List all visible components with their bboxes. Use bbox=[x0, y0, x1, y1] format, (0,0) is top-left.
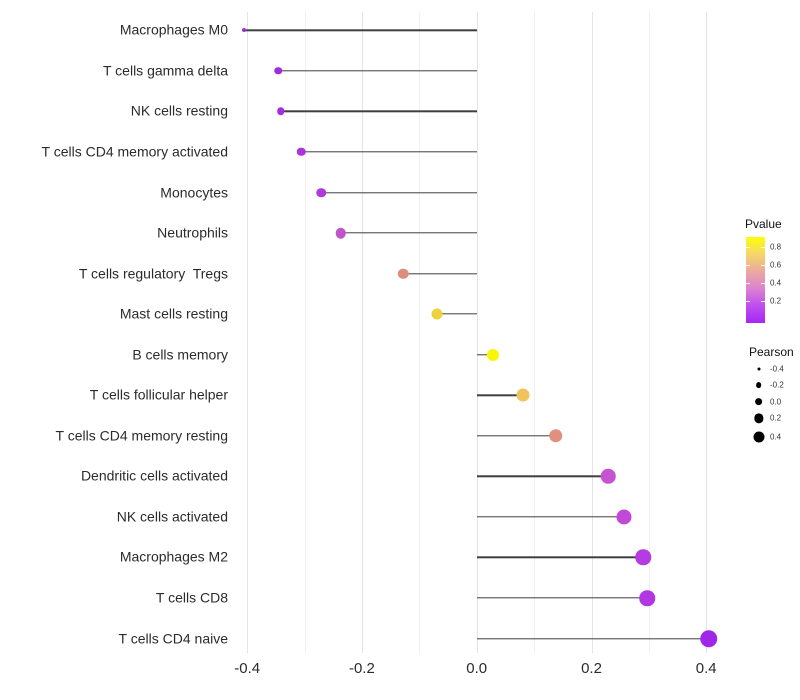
x-axis-tick-label: 0.0 bbox=[466, 660, 488, 677]
colorbar-tick-label: 0.4 bbox=[770, 278, 782, 288]
minor-gridline bbox=[419, 12, 421, 653]
major-gridline bbox=[247, 12, 249, 653]
x-axis-tick-label: 0.4 bbox=[695, 660, 717, 677]
y-axis-label: Neutrophils bbox=[157, 224, 228, 241]
pvalue-legend-title: Pvalue bbox=[745, 217, 782, 231]
size-legend-label: -0.2 bbox=[770, 380, 784, 390]
size-legend-dot bbox=[754, 397, 763, 406]
x-axis-tick-label: -0.2 bbox=[348, 660, 375, 677]
lollipop-stem bbox=[280, 110, 477, 113]
lollipop-stem bbox=[244, 29, 477, 31]
x-axis-tick-label: 0.2 bbox=[581, 660, 602, 677]
pearson-legend-title: Pearson bbox=[749, 345, 794, 359]
lollipop-dot bbox=[274, 67, 282, 75]
pvalue-colorbar bbox=[746, 237, 765, 323]
lollipop-stem bbox=[476, 556, 644, 559]
lollipop-stem bbox=[476, 435, 556, 437]
colorbar-tick bbox=[746, 265, 750, 267]
lollipop-dot bbox=[639, 590, 655, 606]
lollipop-dot bbox=[516, 388, 530, 402]
lollipop-stem bbox=[476, 475, 609, 477]
y-axis-label: NK cells activated bbox=[116, 508, 228, 525]
lollipop-dot bbox=[431, 308, 442, 320]
minor-gridline bbox=[304, 12, 306, 653]
y-axis-label: Mast cells resting bbox=[119, 305, 228, 322]
colorbar-tick bbox=[761, 265, 765, 267]
x-axis-tick-label: -0.4 bbox=[234, 660, 261, 677]
y-axis-label: T cells regulatory Tregs bbox=[78, 265, 228, 282]
y-axis-label: T cells follicular helper bbox=[89, 386, 228, 403]
colorbar-tick bbox=[761, 283, 765, 285]
lollipop-stem bbox=[476, 516, 624, 518]
lollipop-stem bbox=[476, 597, 648, 599]
lollipop-stem bbox=[476, 394, 523, 396]
lollipop-dot bbox=[635, 549, 651, 566]
y-axis-label: T cells CD8 bbox=[155, 589, 228, 606]
y-axis-label: T cells CD4 memory resting bbox=[55, 427, 228, 444]
size-legend-dot bbox=[755, 382, 762, 389]
plot-panel bbox=[233, 12, 735, 653]
lollipop-dot bbox=[699, 629, 718, 648]
size-legend-dot bbox=[757, 367, 761, 371]
y-axis-label: Monocytes bbox=[160, 184, 228, 200]
size-legend-label: 0.0 bbox=[770, 397, 782, 407]
lollipop-stem bbox=[436, 313, 477, 315]
major-gridline bbox=[706, 12, 708, 653]
lollipop-stem bbox=[476, 637, 709, 640]
size-legend-dot bbox=[753, 431, 765, 443]
lollipop-dot bbox=[398, 268, 409, 279]
colorbar-tick bbox=[746, 247, 750, 249]
lollipop-stem bbox=[476, 353, 494, 356]
lollipop-dot bbox=[616, 509, 632, 525]
colorbar-tick-label: 0.2 bbox=[770, 296, 782, 306]
colorbar-tick bbox=[761, 247, 765, 249]
lollipop-stem bbox=[321, 191, 477, 194]
size-legend-label: -0.4 bbox=[770, 364, 784, 374]
lollipop-stem bbox=[340, 232, 477, 234]
major-gridline bbox=[591, 12, 593, 653]
lollipop-stem bbox=[278, 70, 477, 72]
lollipop-stem bbox=[301, 151, 477, 153]
major-gridline bbox=[476, 12, 478, 653]
minor-gridline bbox=[534, 12, 536, 653]
lollipop-dot bbox=[600, 469, 616, 484]
colorbar-tick bbox=[746, 301, 750, 303]
y-axis-label: Macrophages M0 bbox=[119, 21, 228, 38]
colorbar-tick-label: 0.6 bbox=[770, 260, 782, 270]
lollipop-dot bbox=[242, 28, 247, 33]
y-axis-label: Dendritic cells activated bbox=[80, 467, 228, 484]
lollipop-dot bbox=[296, 147, 306, 157]
y-axis-label: T cells gamma delta bbox=[102, 62, 228, 79]
lollipop-stem bbox=[403, 272, 477, 275]
minor-gridline bbox=[648, 12, 650, 653]
major-gridline bbox=[361, 12, 363, 653]
y-axis-label: NK cells resting bbox=[130, 102, 228, 119]
lollipop-dot bbox=[316, 187, 326, 198]
y-axis-label: T cells CD4 naive bbox=[118, 630, 228, 646]
size-legend-label: 0.4 bbox=[770, 432, 782, 442]
y-axis-label: T cells CD4 memory activated bbox=[41, 143, 228, 160]
lollipop-dot bbox=[549, 429, 563, 443]
colorbar-tick bbox=[746, 283, 750, 285]
colorbar-tick bbox=[761, 301, 765, 303]
size-legend-dot bbox=[754, 413, 764, 423]
y-axis-label: Macrophages M2 bbox=[119, 548, 228, 565]
size-legend-label: 0.2 bbox=[770, 413, 782, 423]
lollipop-dot bbox=[276, 107, 285, 116]
colorbar-tick-label: 0.8 bbox=[770, 242, 782, 252]
y-axis-label: B cells memory bbox=[132, 346, 228, 363]
lollipop-dot bbox=[335, 227, 346, 239]
lollipop-dot bbox=[487, 348, 500, 361]
